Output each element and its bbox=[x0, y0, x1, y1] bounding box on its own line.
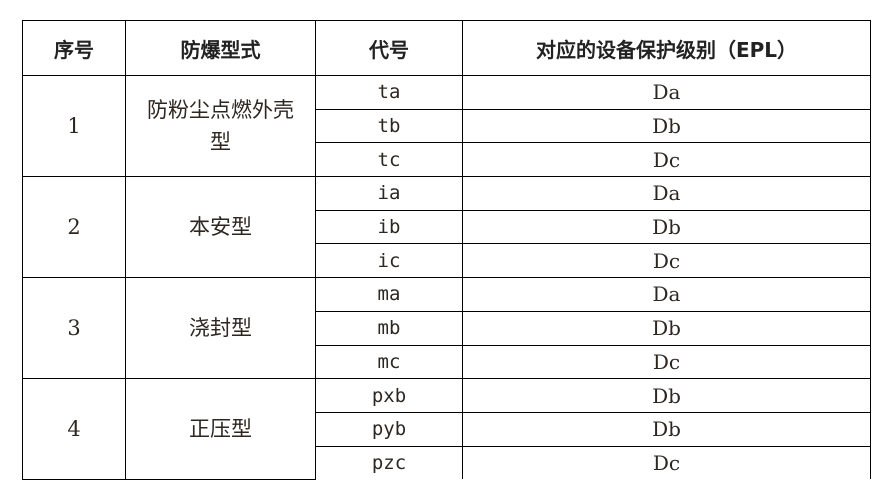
serial-no-cell: 1 bbox=[22, 74, 126, 178]
epl-cell: Da bbox=[462, 277, 871, 312]
table-row: 2 本安型 ia Da bbox=[22, 176, 871, 279]
explosion-protection-table: 序号 防爆型式 代号 对应的设备保护级别（EPL） 1 防粉尘点燃外壳型 ta Da t… bbox=[22, 20, 871, 480]
header-code: 代号 bbox=[315, 20, 463, 76]
header-serial-no: 序号 bbox=[22, 20, 126, 76]
serial-no-cell: 3 bbox=[22, 277, 126, 380]
epl-cell: Dc bbox=[462, 445, 871, 480]
code-cell: tb bbox=[315, 108, 463, 144]
epl-cell: Db bbox=[462, 310, 871, 346]
epl-cell: Db bbox=[462, 108, 871, 144]
epl-cell: Db bbox=[462, 378, 871, 413]
code-cell: mb bbox=[315, 310, 463, 346]
serial-no-cell: 4 bbox=[22, 378, 126, 480]
epl-cell: Dc bbox=[462, 344, 871, 380]
code-cell: ib bbox=[315, 209, 463, 245]
protection-type-cell: 防粉尘点燃外壳型 bbox=[125, 74, 316, 178]
epl-cell: Da bbox=[462, 75, 871, 110]
epl-cell: Db bbox=[462, 209, 871, 245]
epl-cell: Dc bbox=[462, 142, 871, 178]
table-row: tb Db bbox=[23, 108, 871, 144]
code-cell: pxb bbox=[315, 378, 463, 413]
table-row: tc Dc bbox=[23, 142, 871, 178]
header-protection-type: 防爆型式 bbox=[125, 20, 316, 76]
header-row: 序号 防爆型式 代号 对应的设备保护级别（EPL） bbox=[22, 20, 871, 76]
code-cell: mc bbox=[315, 344, 463, 380]
protection-type-cell: 本安型 bbox=[125, 176, 316, 279]
code-cell: ma bbox=[315, 277, 463, 312]
epl-cell: Db bbox=[462, 411, 871, 447]
code-cell: ta bbox=[315, 75, 463, 110]
table-row: pyb Db bbox=[23, 411, 871, 447]
code-cell: tc bbox=[315, 142, 463, 178]
protection-type-cell: 正压型 bbox=[125, 378, 316, 480]
table-body: 1 防粉尘点燃外壳型 ta Da tb Db tc Dc 2 本安型 ia Da ib Db ic Dc 3 浇封… bbox=[22, 74, 871, 480]
table-row: 4 正压型 pxb Db bbox=[22, 378, 871, 480]
table-row: mc Dc bbox=[23, 344, 871, 380]
epl-cell: Da bbox=[462, 176, 871, 211]
table-row: 3 浇封型 ma Da bbox=[22, 277, 871, 380]
code-cell: pzc bbox=[315, 445, 463, 480]
code-cell: ic bbox=[315, 243, 463, 279]
code-cell: pyb bbox=[315, 411, 463, 447]
protection-type-cell: 浇封型 bbox=[125, 277, 316, 380]
table-row: 1 防粉尘点燃外壳型 ta Da bbox=[22, 74, 871, 178]
serial-no-cell: 2 bbox=[22, 176, 126, 279]
table-row: pzc Dc bbox=[23, 445, 871, 480]
code-cell: ia bbox=[315, 176, 463, 211]
header-epl: 对应的设备保护级别（EPL） bbox=[462, 20, 871, 76]
epl-cell: Dc bbox=[462, 243, 871, 279]
